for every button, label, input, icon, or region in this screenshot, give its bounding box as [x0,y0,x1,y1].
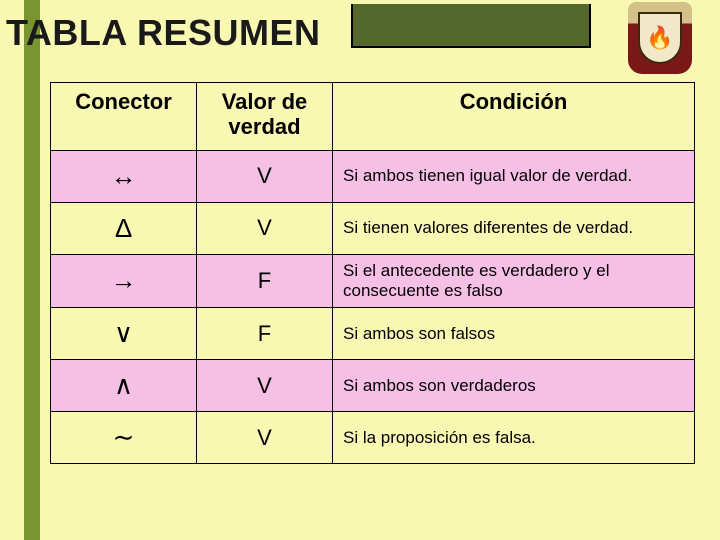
table-row: ↔VSi ambos tienen igual valor de verdad. [51,150,695,202]
connector-symbol: Δ [51,202,197,254]
col-header-condicion: Condición [333,83,695,151]
table-header-row: Conector Valor de verdad Condición [51,83,695,151]
truth-value: V [197,412,333,464]
condition-text: Si ambos son falsos [333,308,695,360]
logo-glyph: 🔥 [646,25,673,51]
condition-text: Si ambos son verdaderos [333,360,695,412]
truth-value: V [197,150,333,202]
title-green-box [351,4,591,48]
school-logo: 🔥 [628,2,692,74]
condition-text: Si tienen valores diferentes de verdad. [333,202,695,254]
logo-flame-icon: 🔥 [638,12,682,64]
table-row: ΔVSi tienen valores diferentes de verdad… [51,202,695,254]
truth-value: F [197,308,333,360]
title-block: TABLA RESUMEN [6,4,574,76]
connector-symbol: ∨ [51,308,197,360]
connector-symbol: ∧ [51,360,197,412]
col-header-conector: Conector [51,83,197,151]
connector-symbol: ∼ [51,412,197,464]
col-header-valor: Valor de verdad [197,83,333,151]
connector-symbol: ↔ [51,150,197,202]
truth-value: F [197,254,333,308]
accent-bar [24,0,40,540]
table-row: ∨FSi ambos son falsos [51,308,695,360]
summary-table-wrapper: Conector Valor de verdad Condición ↔VSi … [50,82,694,464]
condition-text: Si la proposición es falsa. [333,412,695,464]
table-row: ∼VSi la proposición es falsa. [51,412,695,464]
connector-symbol: → [51,254,197,308]
truth-value: V [197,360,333,412]
page-title: TABLA RESUMEN [6,12,321,54]
condition-text: Si el antecedente es verdadero y el cons… [333,254,695,308]
truth-value: V [197,202,333,254]
table-row: →FSi el antecedente es verdadero y el co… [51,254,695,308]
condition-text: Si ambos tienen igual valor de verdad. [333,150,695,202]
table-row: ∧VSi ambos son verdaderos [51,360,695,412]
summary-table: Conector Valor de verdad Condición ↔VSi … [50,82,695,464]
